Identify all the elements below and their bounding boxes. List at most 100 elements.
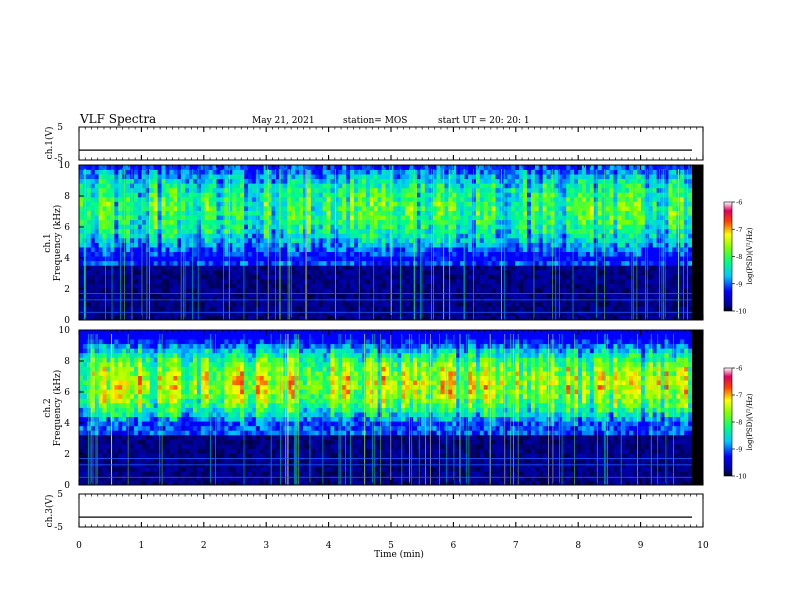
spectrogram-cell xyxy=(212,283,217,289)
spectrogram-cell xyxy=(558,178,563,184)
spectrogram-cell xyxy=(373,196,379,202)
spectrogram-cell xyxy=(456,278,461,284)
spectrogram-cell xyxy=(416,183,422,189)
spectrogram-cell xyxy=(405,237,410,243)
spectrogram-cell xyxy=(287,201,292,207)
spectrogram-cell xyxy=(629,256,634,262)
spectrogram-cell xyxy=(448,215,453,221)
spectrogram-cell xyxy=(554,196,559,202)
spectrogram-cell xyxy=(334,260,339,266)
spectrogram-cell xyxy=(617,228,622,234)
spectrogram-cell xyxy=(448,260,453,266)
spectrogram-cell xyxy=(475,247,481,253)
spectrogram-cell xyxy=(354,256,359,262)
spectrogram-cell xyxy=(267,269,272,275)
spectrogram-cell xyxy=(196,242,202,248)
spectrogram-cell xyxy=(275,165,280,170)
spectrogram-cell xyxy=(232,219,237,225)
spectrogram-cell xyxy=(491,215,496,221)
spectrogram-cell xyxy=(338,224,343,230)
spectrogram-cell xyxy=(334,278,339,284)
spectrogram-cell xyxy=(283,201,288,207)
spectrogram-cell xyxy=(251,247,257,253)
spectrogram-cell xyxy=(424,260,430,266)
spectrogram-cell xyxy=(228,283,233,289)
spectrogram-cell xyxy=(141,169,147,175)
spectrogram-cell xyxy=(346,201,351,207)
spectrogram-cell xyxy=(554,301,559,307)
spectrogram-cell xyxy=(361,228,367,234)
spectrogram-cell xyxy=(314,301,320,307)
spectrogram-cell xyxy=(287,183,292,189)
spectrogram-cell xyxy=(597,292,603,298)
spectrogram-cell xyxy=(507,256,512,262)
spectrogram-cell xyxy=(479,256,485,262)
spectrogram-cell xyxy=(338,201,343,207)
spectrogram-cell xyxy=(271,196,276,202)
spectrogram-cell xyxy=(409,260,414,266)
spectrogram-cell xyxy=(251,292,257,298)
spectrogram-cell xyxy=(397,224,402,230)
date-label: May 21, 2021 xyxy=(252,116,315,126)
spectrogram-cell xyxy=(251,242,257,248)
spectrogram-cell xyxy=(393,301,398,307)
spectrogram-cell xyxy=(487,210,492,216)
spectrogram-cell xyxy=(314,251,320,257)
spectrogram-cell xyxy=(306,183,312,189)
spectrogram-cell xyxy=(625,310,630,316)
spectrogram-cell xyxy=(279,242,284,248)
spectrogram-cell xyxy=(515,201,520,207)
spectrogram-cell xyxy=(428,306,434,312)
spectrogram-cell xyxy=(566,288,571,294)
spectrogram-cell xyxy=(401,215,406,221)
spectrogram-cell xyxy=(464,260,469,266)
spectrogram-cell xyxy=(554,315,559,321)
spectrogram-cell xyxy=(271,256,276,262)
spectrogram-cell xyxy=(86,278,92,284)
spectrogram-cell xyxy=(444,165,449,170)
spectrogram-cell xyxy=(106,174,111,180)
spectrogram-cell xyxy=(530,196,536,202)
spectrogram-cell xyxy=(126,278,131,284)
spectrogram-cell xyxy=(428,165,434,170)
spectrogram-cell xyxy=(636,165,642,170)
spectrogram-cell xyxy=(153,283,158,289)
spectrogram-cell xyxy=(263,215,269,221)
spectrogram-cell xyxy=(244,310,249,316)
spectrogram-cell xyxy=(523,210,528,216)
spectrogram-cell xyxy=(574,224,579,230)
spectrogram-cell xyxy=(102,251,107,257)
spectrogram-cell xyxy=(416,233,422,239)
spectrogram-cell xyxy=(106,237,111,243)
spectrogram-cell xyxy=(342,169,347,175)
spectrogram-cell xyxy=(365,274,371,280)
spectrogram-cell xyxy=(165,310,170,316)
spectrogram-cell xyxy=(173,224,178,230)
spectrogram-cell xyxy=(393,274,398,280)
spectrogram-cell xyxy=(94,165,100,170)
spectrogram-cell xyxy=(440,233,445,239)
spectrogram-cell xyxy=(322,274,327,280)
spectrogram-cell xyxy=(483,206,489,211)
spectrogram-cell xyxy=(291,215,296,221)
spectrogram-cell xyxy=(126,260,131,266)
spectrogram-cell xyxy=(114,196,119,202)
spectrogram-cell xyxy=(491,265,496,271)
spectrogram-cell xyxy=(141,206,147,211)
spectrogram-cell xyxy=(173,292,178,298)
spectrogram-cell xyxy=(145,210,151,216)
spectrogram-cell xyxy=(373,233,379,239)
spectrogram-cell xyxy=(236,201,241,207)
spectrogram-cell xyxy=(350,283,355,289)
spectrogram-cell xyxy=(381,165,386,170)
spectrogram-cell xyxy=(224,301,229,307)
spectrogram-cell xyxy=(636,237,642,243)
spectrogram-cell xyxy=(220,301,225,307)
spectrogram-cell xyxy=(444,274,449,280)
spectrogram-cell xyxy=(216,283,221,289)
spectrogram-cell xyxy=(306,187,312,193)
spectrogram-cell xyxy=(601,242,606,248)
spectrogram-cell xyxy=(503,206,508,211)
spectrogram-cell xyxy=(538,224,544,230)
spectrogram-cell xyxy=(471,233,477,239)
